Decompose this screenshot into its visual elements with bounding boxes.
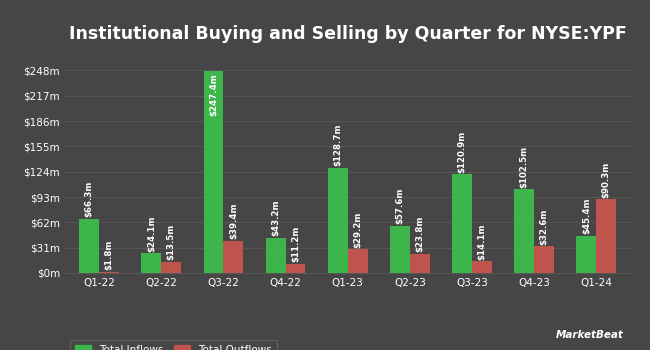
Bar (410, 253, 430, 273)
Bar (79, 219, 99, 273)
Title: Institutional Buying and Selling by Quarter for NYSE:YPF: Institutional Buying and Selling by Quar… (69, 25, 627, 43)
Text: $29.2m: $29.2m (353, 211, 362, 247)
Bar (161, 262, 181, 273)
Text: $120.9m: $120.9m (458, 131, 467, 173)
Text: $57.6m: $57.6m (395, 188, 404, 224)
Bar (203, 71, 224, 273)
Text: $45.4m: $45.4m (582, 198, 591, 234)
Bar (328, 168, 348, 273)
Text: $13.5m: $13.5m (167, 224, 176, 260)
Bar (266, 238, 285, 273)
Bar (285, 264, 306, 273)
Bar (596, 199, 616, 273)
Text: $247.4m: $247.4m (209, 74, 218, 116)
Text: $90.3m: $90.3m (602, 161, 611, 198)
Text: $14.1m: $14.1m (478, 223, 486, 260)
Bar (472, 261, 492, 273)
Legend: Total Inflows, Total Outflows: Total Inflows, Total Outflows (70, 340, 277, 350)
Text: $24.1m: $24.1m (147, 215, 156, 252)
Text: $66.3m: $66.3m (84, 181, 94, 217)
Text: $11.2m: $11.2m (291, 226, 300, 262)
Text: $43.2m: $43.2m (271, 199, 280, 236)
Text: $32.6m: $32.6m (540, 208, 549, 245)
Bar (514, 189, 534, 273)
Bar (142, 253, 161, 273)
Bar (99, 272, 119, 273)
Text: $102.5m: $102.5m (520, 146, 528, 188)
Text: MarketBeat: MarketBeat (556, 329, 624, 340)
Bar (224, 241, 243, 273)
Bar (452, 174, 472, 273)
Text: $23.8m: $23.8m (415, 216, 424, 252)
Bar (348, 249, 368, 273)
Bar (577, 236, 596, 273)
Text: $39.4m: $39.4m (229, 203, 238, 239)
Bar (390, 226, 410, 273)
Text: $1.8m: $1.8m (105, 239, 114, 270)
Text: $128.7m: $128.7m (333, 124, 343, 166)
Bar (534, 246, 554, 273)
